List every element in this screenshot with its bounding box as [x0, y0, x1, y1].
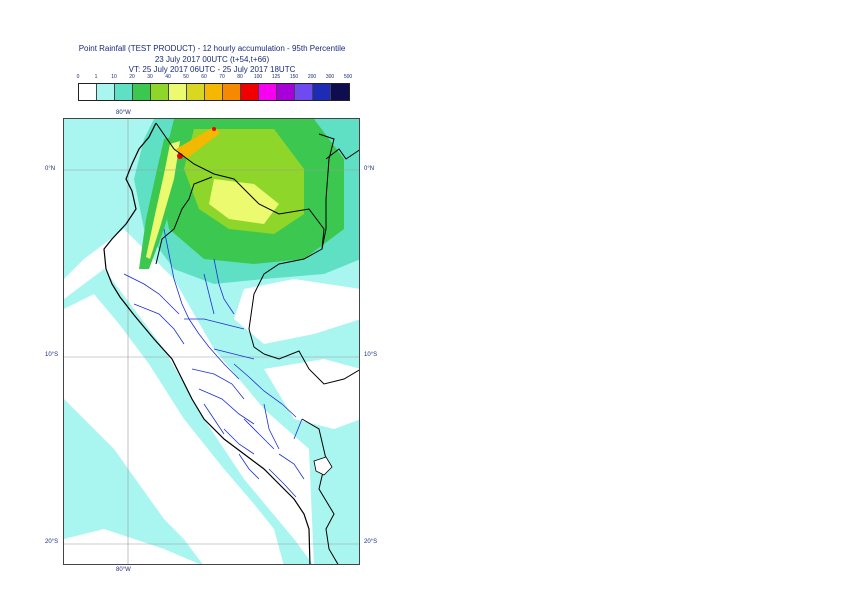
legend-swatch: [205, 84, 223, 100]
legend-swatch: [115, 84, 133, 100]
rainfall-legend: 0 1 10 20 30 40 50 60 70 80 100 125 150 200 300 500: [70, 74, 360, 104]
legend-swatch: [97, 84, 115, 100]
map-base-time: 23 July 2017 00UTC (t+54,t+66): [154, 55, 270, 64]
legend-tick-label: 40: [165, 74, 171, 80]
coastline: [103, 122, 311, 564]
legend-tick-label: 10: [111, 74, 117, 80]
inland-gap2: [264, 359, 359, 429]
lat-label-right-10s: 10°S: [364, 352, 378, 358]
legend-swatch: [331, 84, 349, 100]
rain-area-yellow: [209, 179, 279, 224]
lake-titicaca: [313, 456, 333, 476]
ocean-gap: [64, 294, 284, 564]
legend-tick-label: 300: [325, 74, 335, 80]
map-canvas: [64, 119, 359, 564]
border-ecuador-colombia: [155, 122, 325, 355]
legend-tick-label: 80: [237, 74, 243, 80]
inland-gap: [234, 279, 359, 344]
rain-ridge-yellow: [146, 141, 180, 259]
legend-tick-label: 150: [289, 74, 299, 80]
ocean-gap-white: [64, 529, 200, 564]
map-title: Point Rainfall (TEST PRODUCT) - 12 hourl…: [78, 44, 346, 53]
lat-label-left-0n: 0°N: [45, 166, 56, 172]
legend-swatch: [223, 84, 241, 100]
legend-tick-label: 60: [201, 74, 207, 80]
border-peru-ecuador: [155, 176, 213, 265]
legend-swatch: [151, 84, 169, 100]
lat-label-right-0n: 0°N: [364, 166, 375, 172]
border-east-stub: [325, 148, 359, 160]
legend-swatch: [259, 84, 277, 100]
legend-tick-label: 70: [219, 74, 225, 80]
legend-tick-label: 50: [183, 74, 189, 80]
rain-max-red-2: [212, 127, 216, 131]
legend-tick-label: 200: [307, 74, 317, 80]
admin-boundaries: [123, 228, 305, 498]
lon-label-top: 80°W: [116, 110, 131, 116]
legend-tick-label: 30: [147, 74, 153, 80]
legend-swatch: [277, 84, 295, 100]
map-valid-time: VT: 25 July 2017 06UTC - 25 July 2017 18…: [128, 65, 296, 74]
legend-tick-label: 500: [343, 74, 353, 80]
legend-tick-label: 20: [129, 74, 135, 80]
legend-tick-label: 100: [253, 74, 263, 80]
rainfall-map: [63, 118, 360, 565]
lat-label-left-10s: 10°S: [45, 352, 59, 358]
border-colombia-brazil: [318, 133, 335, 250]
legend-tick-label: 0: [76, 74, 80, 80]
legend-swatch: [79, 84, 97, 100]
legend-swatch: [187, 84, 205, 100]
legend-swatch: [133, 84, 151, 100]
lat-label-right-20s: 20°S: [364, 539, 378, 545]
border-peru-brazil: [263, 350, 359, 385]
ocean-gap-lower: [64, 419, 203, 564]
legend-color-bar: [78, 83, 350, 101]
rain-ridge-orange: [176, 127, 220, 159]
legend-swatch: [169, 84, 187, 100]
legend-tick-label: 125: [271, 74, 281, 80]
legend-swatch: [241, 84, 259, 100]
legend-tick-label: 1: [94, 74, 98, 80]
legend-swatch: [313, 84, 331, 100]
lat-label-left-20s: 20°S: [45, 539, 59, 545]
legend-swatch: [295, 84, 313, 100]
lon-label-bottom: 80°W: [116, 567, 131, 573]
border-peru-bolivia: [301, 418, 339, 564]
